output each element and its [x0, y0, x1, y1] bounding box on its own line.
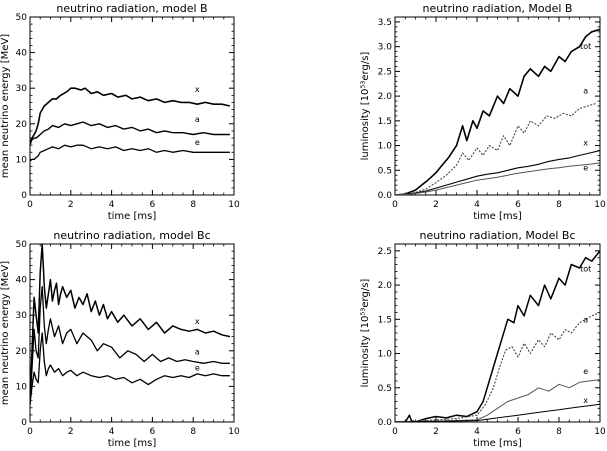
y-tick-label: 10 — [16, 155, 28, 165]
curve-label: a — [583, 87, 588, 96]
y-tick-label: 2.0 — [378, 92, 393, 102]
y-axis-label: luminosity [10⁵³erg/s] — [360, 279, 371, 388]
series-line-a — [395, 311, 600, 422]
x-tick-label: 2 — [68, 427, 74, 437]
series-line-tot — [395, 28, 600, 195]
y-tick-label: 2.5 — [378, 67, 392, 77]
series-line-e — [30, 332, 230, 405]
y-tick-label: 0 — [21, 418, 27, 428]
x-tick-label: 10 — [228, 427, 240, 437]
x-tick-label: 4 — [474, 427, 480, 437]
y-tick-label: 20 — [16, 347, 28, 357]
x-tick-label: 6 — [515, 427, 521, 437]
curve-label: x — [195, 85, 200, 94]
chart-title: neutrino radiation, Model Bc — [419, 229, 575, 242]
x-axis-label: time [ms] — [108, 211, 157, 222]
curve-label: tot — [580, 42, 591, 51]
x-axis-label: time [ms] — [473, 438, 522, 449]
y-tick-label: 50 — [16, 13, 28, 23]
x-tick-label: 2 — [68, 200, 74, 210]
curve-label: x — [583, 139, 588, 148]
y-axis-label: luminosity [10⁵³erg/s] — [360, 52, 371, 161]
series-line-x — [30, 87, 231, 146]
y-tick-label: 1.0 — [378, 350, 393, 360]
x-tick-label: 6 — [515, 200, 521, 210]
y-tick-label: 2.5 — [378, 247, 392, 257]
x-tick-label: 0 — [392, 427, 398, 437]
y-tick-label: 30 — [16, 311, 28, 321]
y-tick-label: 20 — [16, 120, 28, 130]
curve-label: a — [583, 316, 588, 325]
x-tick-label: 8 — [190, 427, 196, 437]
series-line-e — [395, 379, 600, 422]
x-tick-label: 6 — [150, 200, 156, 210]
y-tick-label: 3.0 — [378, 43, 393, 53]
x-tick-label: 2 — [433, 427, 439, 437]
y-axis-label: mean neutrino energy [MeV] — [0, 34, 11, 178]
x-tick-label: 10 — [228, 200, 240, 210]
series-line-a — [30, 286, 230, 405]
curve-label: x — [195, 317, 200, 326]
chart-title: neutrino radiation, model B — [56, 2, 207, 15]
curve-label: x — [583, 396, 588, 405]
y-tick-label: 0.0 — [378, 418, 393, 428]
x-tick-label: 10 — [594, 427, 606, 437]
model-bc-energy-panel: neutrino radiation, model Bc 0 2 4 6 8 10 0 10 20… — [0, 229, 240, 449]
y-tick-label: 1.0 — [378, 142, 393, 152]
curve-label: e — [583, 163, 588, 172]
series-line-x — [395, 149, 600, 195]
x-tick-label: 0 — [27, 200, 33, 210]
x-tick-label: 0 — [392, 200, 398, 210]
y-tick-label: 40 — [16, 49, 28, 59]
curve-label: a — [195, 115, 200, 124]
series-line-a — [395, 102, 597, 195]
series-line-e — [395, 162, 600, 195]
series-line-e — [30, 144, 230, 162]
x-tick-label: 8 — [190, 200, 196, 210]
x-tick-label: 4 — [474, 200, 480, 210]
x-tick-label: 6 — [150, 427, 156, 437]
x-axis-label: time [ms] — [473, 211, 522, 222]
y-tick-label: 0 — [21, 191, 27, 201]
model-bc-luminosity-panel: neutrino radiation, Model Bc 0 2 4 6 8 10 0.0 0.… — [360, 229, 606, 449]
x-tick-label: 10 — [594, 200, 606, 210]
y-tick-label: 50 — [16, 240, 28, 250]
curve-label: e — [583, 367, 588, 376]
x-tick-label: 0 — [27, 427, 33, 437]
y-tick-label: 40 — [16, 276, 28, 286]
curve-label: e — [195, 363, 200, 372]
y-tick-label: 1.5 — [378, 117, 392, 127]
y-tick-label: 3.5 — [378, 18, 392, 28]
y-tick-label: 0.0 — [378, 191, 393, 201]
series-line-a — [30, 121, 230, 143]
y-tick-label: 30 — [16, 84, 28, 94]
x-axis-label: time [ms] — [108, 438, 157, 449]
curve-label: e — [195, 138, 200, 147]
chart-title: neutrino radiation, model Bc — [53, 229, 210, 242]
model-b-luminosity-panel: neutrino radiation, Model B 0 2 4 6 8 10 0.0 0.5… — [360, 2, 606, 222]
y-tick-label: 0.5 — [378, 384, 392, 394]
x-tick-label: 2 — [433, 200, 439, 210]
x-tick-label: 8 — [556, 427, 562, 437]
y-tick-label: 1.5 — [378, 315, 392, 325]
y-axis-label: mean neutrino energy [MeV] — [0, 261, 11, 405]
curve-label: tot — [580, 264, 591, 273]
chart-title: neutrino radiation, Model B — [423, 2, 573, 15]
series-line-tot — [395, 250, 600, 422]
plot-frame — [394, 16, 601, 196]
y-tick-label: 2.0 — [378, 281, 393, 291]
y-tick-label: 0.5 — [378, 166, 392, 176]
x-tick-label: 4 — [109, 200, 115, 210]
series-line-x — [30, 244, 231, 405]
curve-label: a — [195, 347, 200, 356]
model-b-energy-panel: neutrino radiation, model B 0 2 4 6 8 10 0 10 20 3… — [0, 2, 240, 222]
y-tick-label: 10 — [16, 382, 28, 392]
plot-frame — [29, 16, 235, 196]
series-line-x — [395, 403, 600, 422]
x-tick-label: 4 — [109, 427, 115, 437]
x-tick-label: 8 — [556, 200, 562, 210]
